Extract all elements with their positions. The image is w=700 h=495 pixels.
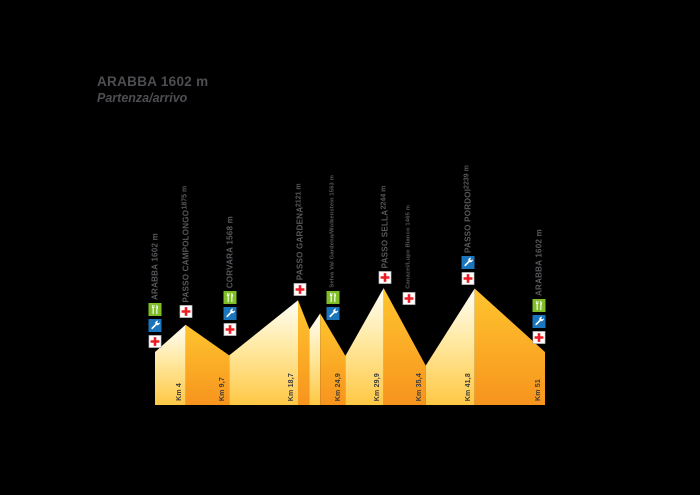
- km-label: Km 29,9: [373, 372, 381, 401]
- refreshment-icon: [326, 291, 340, 304]
- station-label: PASSO CAMPOLONGO 1875 m: [181, 186, 190, 303]
- refreshment-icon: [148, 303, 162, 316]
- station-elevation: 1875 m: [181, 185, 189, 210]
- station-elevation: 2244 m: [380, 185, 388, 210]
- station-elevation: 2239 m: [463, 165, 471, 189]
- first-aid-icon: [402, 292, 416, 305]
- station-arabba: ARABBA 1602 m: [148, 233, 162, 348]
- title-start-finish: Partenza/arrivo: [97, 90, 188, 105]
- terrain-descent-face: [297, 300, 310, 405]
- station-name: ARABBA 1602 m: [150, 233, 160, 300]
- first-aid-icon: [532, 331, 546, 344]
- station-name: ARABBA 1602 m: [534, 229, 544, 296]
- terrain-descent-face: [185, 324, 230, 405]
- station-name: PASSO CAMPOLONGO: [181, 209, 191, 302]
- service-wrench-icon: [461, 256, 475, 269]
- terrain-ascent-face: [425, 288, 475, 405]
- first-aid-icon: [179, 305, 192, 318]
- km-label: Km 18,7: [287, 372, 295, 401]
- station-name: PASSO SELLA: [380, 209, 390, 268]
- km-label: Km 51: [534, 378, 542, 401]
- station-label: CORVARA 1568 m: [226, 216, 235, 288]
- station-name: Selva Val Gardena/Wolkenstein 1563 m: [329, 175, 336, 288]
- km-label: Km 4: [175, 383, 183, 401]
- station-corvara: CORVARA 1568 m: [223, 216, 237, 336]
- terrain-descent-face: [320, 313, 346, 405]
- station-label: PASSO PORDOI 2239 m: [463, 165, 472, 253]
- station-name: PASSO GARDENA: [295, 206, 305, 280]
- station-name: CORVARA 1568 m: [225, 215, 235, 288]
- terrain-ascent-face: [345, 287, 384, 405]
- km-label: Km 41,8: [464, 372, 472, 401]
- km-label: Km 9,7: [219, 376, 227, 401]
- station-name: Canazei/Lupo Bianco 1465 m: [405, 205, 412, 289]
- first-aid-icon: [148, 335, 162, 348]
- station-label: Selva Val Gardena/Wolkenstein 1563 m: [330, 175, 337, 288]
- station-name: PASSO PORDOI: [463, 188, 473, 253]
- first-aid-icon: [293, 283, 307, 296]
- service-wrench-icon: [326, 307, 340, 320]
- station-label: ARABBA 1602 m: [151, 233, 160, 300]
- start-finish-title: ARABBA 1602 m Partenza/arrivo: [97, 74, 208, 107]
- station-label: PASSO GARDENA 2121 m: [295, 183, 304, 280]
- station-label: ARABBA 1602 m: [534, 229, 543, 296]
- terrain-ascent-face: [309, 313, 321, 405]
- refreshment-icon: [532, 299, 546, 312]
- station-label: Canazei/Lupo Bianco 1465 m: [405, 205, 412, 289]
- first-aid-icon: [378, 271, 392, 284]
- station-label: PASSO SELLA 2244 m: [380, 186, 389, 268]
- terrain-ascent-face: [155, 324, 186, 405]
- terrain-descent-face: [383, 287, 426, 405]
- station-selva-val-gardena-wolkenstein: Selva Val Gardena/Wolkenstein 1563 m: [326, 175, 340, 320]
- title-location: ARABBA 1602 m: [97, 74, 209, 89]
- service-wrench-icon: [148, 319, 162, 332]
- first-aid-icon: [223, 323, 237, 336]
- station-canazei-lupo-bianco: Canazei/Lupo Bianco 1465 m: [402, 205, 416, 305]
- km-label: Km 24,9: [335, 372, 343, 401]
- station-passo-gardena: PASSO GARDENA 2121 m: [293, 183, 307, 296]
- service-wrench-icon: [532, 315, 546, 328]
- station-passo-sella: PASSO SELLA 2244 m: [378, 186, 392, 284]
- station-elevation: 2121 m: [295, 182, 303, 207]
- first-aid-icon: [461, 272, 475, 285]
- station-passo-pordoi: PASSO PORDOI 2239 m: [461, 165, 475, 285]
- station-arabba: ARABBA 1602 m: [532, 229, 546, 344]
- service-wrench-icon: [223, 307, 237, 320]
- station-passo-campolongo: PASSO CAMPOLONGO 1875 m: [179, 186, 192, 319]
- refreshment-icon: [223, 291, 237, 304]
- terrain-ascent-face: [229, 300, 298, 405]
- terrain-descent-face: [474, 288, 545, 405]
- km-label: Km 35,4: [415, 372, 423, 401]
